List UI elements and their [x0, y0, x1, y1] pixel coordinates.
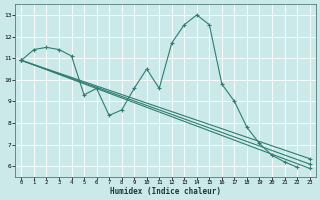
X-axis label: Humidex (Indice chaleur): Humidex (Indice chaleur)	[110, 187, 221, 196]
